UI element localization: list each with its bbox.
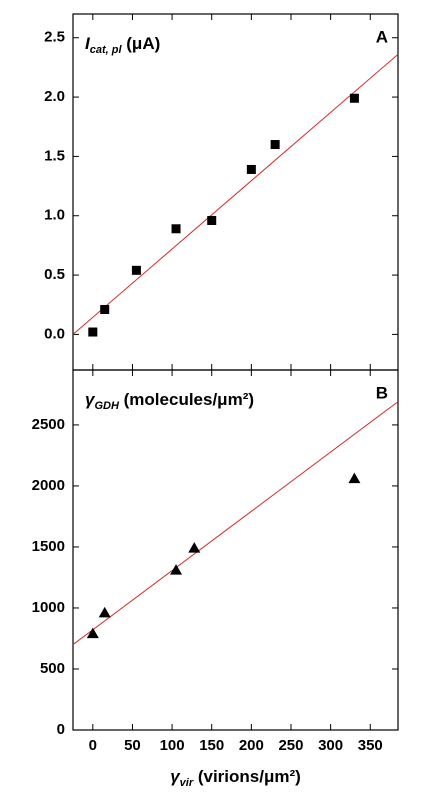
label-unit: (virions/μm²) <box>193 767 301 786</box>
label-symbol: γ <box>170 767 181 786</box>
x-tick-label: 0 <box>89 737 97 754</box>
marker-triangle <box>98 606 111 618</box>
fit-line <box>72 401 399 645</box>
plot-frame <box>72 13 399 371</box>
y-tick-label: 0 <box>57 721 65 738</box>
marker-triangle <box>86 627 99 639</box>
panel-ylabel: Icat, pl (μA) <box>85 34 160 55</box>
label-subscript: cat, pl <box>90 44 123 56</box>
plot-frame <box>72 369 399 731</box>
label-subscript: GDH <box>94 400 120 412</box>
x-tick-label: 150 <box>199 737 224 754</box>
y-tick-label: 2.0 <box>44 88 65 105</box>
marker-square <box>349 93 359 103</box>
panel-label: B <box>376 383 388 402</box>
marker-triangle <box>188 542 201 553</box>
label-symbol: γ <box>85 390 96 409</box>
x-tick-label: 300 <box>318 737 343 754</box>
x-tick-label: 200 <box>239 737 264 754</box>
marker-triangle <box>348 472 361 484</box>
y-tick-label: 0.5 <box>44 266 65 283</box>
label-unit: (molecules/μm²) <box>119 390 254 409</box>
y-tick-label: 2.5 <box>44 29 65 46</box>
x-tick-label: 50 <box>124 737 141 754</box>
y-tick-label: 0.0 <box>44 325 65 342</box>
y-tick-label: 500 <box>40 660 65 677</box>
label-symbol: I <box>85 34 91 53</box>
marker-square <box>246 164 256 174</box>
panel-ylabel: γGDH (molecules/μm²) <box>85 390 254 411</box>
x-axis-title: γvir (virions/μm²) <box>170 767 301 788</box>
y-tick-label: 2000 <box>32 477 65 494</box>
marker-square <box>270 140 280 150</box>
panel-label: A <box>376 27 388 46</box>
x-tick-label: 250 <box>278 737 303 754</box>
fit-line <box>72 53 399 335</box>
label-unit: (μA) <box>122 34 161 53</box>
marker-triangle <box>170 564 183 575</box>
x-tick-label: 100 <box>160 737 185 754</box>
marker-square <box>207 215 217 225</box>
y-tick-label: 1000 <box>32 599 65 616</box>
marker-square <box>131 265 141 275</box>
y-tick-label: 1.5 <box>44 147 65 164</box>
y-tick-label: 1.0 <box>44 207 65 224</box>
y-tick-label: 1500 <box>32 538 65 555</box>
marker-square <box>171 224 181 234</box>
y-tick-label: 2500 <box>32 416 65 433</box>
x-tick-label: 350 <box>358 737 383 754</box>
marker-square <box>88 327 98 337</box>
marker-square <box>100 304 110 314</box>
label-subscript: vir <box>180 777 194 789</box>
